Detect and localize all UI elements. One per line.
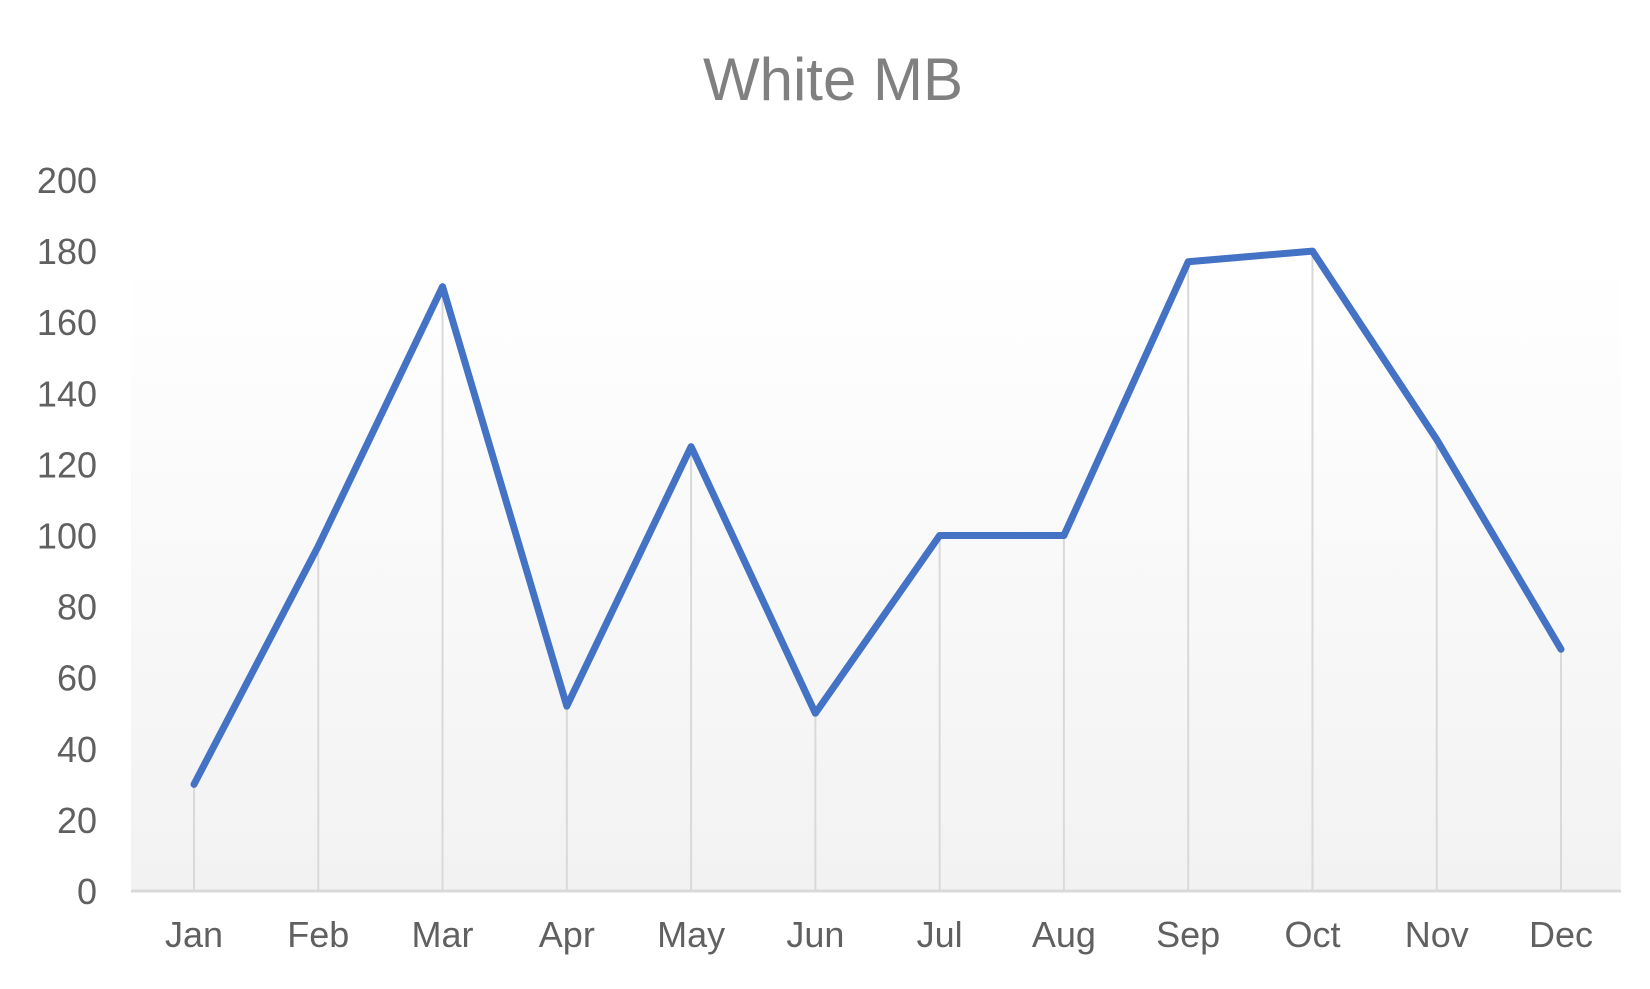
y-tick-label: 100 bbox=[37, 516, 97, 557]
chart-title: White MB bbox=[703, 46, 963, 113]
y-tick-label: 120 bbox=[37, 444, 97, 485]
data-point-dec bbox=[1558, 646, 1564, 653]
data-point-jan bbox=[191, 781, 197, 788]
x-tick-label-aug: Aug bbox=[1032, 914, 1096, 955]
data-point-jul bbox=[936, 532, 943, 539]
data-point-mar bbox=[439, 283, 446, 290]
x-tick-label-mar: Mar bbox=[412, 914, 474, 955]
data-point-nov bbox=[1433, 436, 1440, 443]
x-tick-label-may: May bbox=[657, 914, 725, 955]
y-tick-label: 0 bbox=[77, 871, 97, 912]
data-point-feb bbox=[315, 543, 322, 550]
y-tick-label: 80 bbox=[57, 587, 97, 628]
x-tick-label-sep: Sep bbox=[1156, 914, 1220, 955]
drop-lines bbox=[193, 251, 1562, 891]
y-tick-label: 200 bbox=[37, 160, 97, 201]
x-tick-label-apr: Apr bbox=[539, 914, 595, 955]
y-axis-tick-labels: 0 20 40 60 80 100 120 140 160 180 200 bbox=[37, 160, 97, 912]
x-tick-label-jan: Jan bbox=[165, 914, 223, 955]
data-point-may bbox=[688, 443, 695, 450]
x-tick-label-jul: Jul bbox=[917, 914, 963, 955]
data-point-oct bbox=[1309, 248, 1316, 255]
y-tick-label: 20 bbox=[57, 800, 97, 841]
data-point-jun bbox=[812, 710, 819, 717]
x-tick-label-dec: Dec bbox=[1529, 914, 1593, 955]
x-tick-label-feb: Feb bbox=[287, 914, 349, 955]
data-point-aug bbox=[1060, 532, 1067, 539]
y-tick-label: 160 bbox=[37, 302, 97, 343]
series-line bbox=[190, 247, 1565, 788]
x-axis-tick-labels: Jan Feb Mar Apr May Jun Jul Aug Sep Oct Nov Dec bbox=[165, 914, 1593, 955]
y-tick-label: 140 bbox=[37, 373, 97, 414]
x-tick-label-nov: Nov bbox=[1405, 914, 1469, 955]
data-point-apr bbox=[563, 703, 570, 710]
x-tick-label-jun: Jun bbox=[786, 914, 844, 955]
plot-area-background bbox=[131, 262, 1621, 891]
data-point-sep bbox=[1185, 258, 1192, 265]
x-tick-label-oct: Oct bbox=[1284, 914, 1340, 955]
y-tick-label: 40 bbox=[57, 729, 97, 770]
y-tick-label: 180 bbox=[37, 231, 97, 272]
data-points bbox=[191, 248, 1564, 788]
y-tick-label: 60 bbox=[57, 658, 97, 699]
